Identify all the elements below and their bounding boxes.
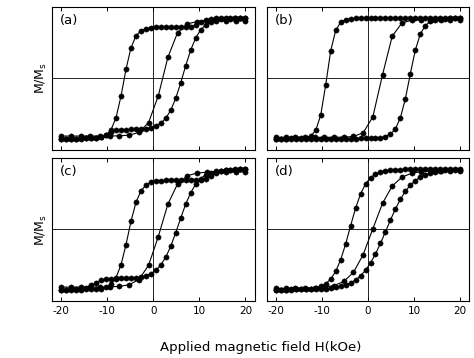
Y-axis label: M/M$_\mathrm{s}$: M/M$_\mathrm{s}$ <box>34 62 49 95</box>
Y-axis label: M/M$_\mathrm{s}$: M/M$_\mathrm{s}$ <box>34 213 49 246</box>
Text: (b): (b) <box>275 14 293 27</box>
Text: (c): (c) <box>60 165 78 178</box>
Text: Applied magnetic field H(kOe): Applied magnetic field H(kOe) <box>160 342 361 354</box>
Text: (d): (d) <box>275 165 293 178</box>
Text: (a): (a) <box>60 14 79 27</box>
